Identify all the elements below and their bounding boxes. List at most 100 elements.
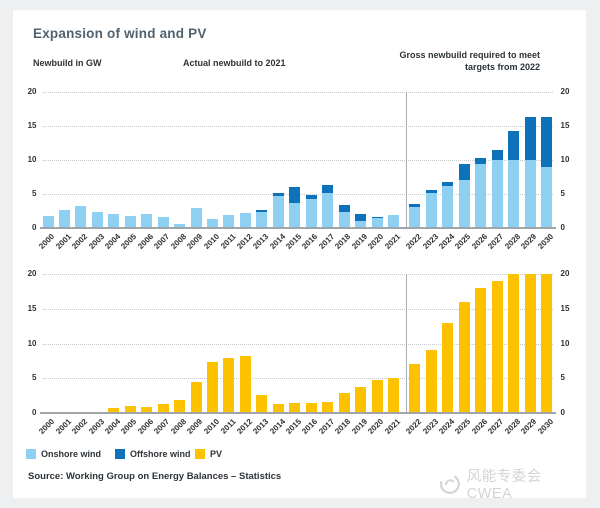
bar-pv-2008 bbox=[174, 399, 186, 413]
x-label-text: 2008 bbox=[169, 232, 188, 251]
x-label-text: 2023 bbox=[420, 232, 440, 251]
y-tick-left-5: 5 bbox=[32, 189, 37, 198]
gridline-20 bbox=[42, 92, 553, 93]
bar-pv-2028 bbox=[508, 274, 520, 413]
bar-onshore-wind-2015 bbox=[289, 202, 301, 228]
bar-offshore-wind-2016 bbox=[305, 194, 317, 199]
y-tick-right-0: 0 bbox=[560, 408, 565, 417]
y-tick-right-0: 0 bbox=[560, 223, 565, 232]
x-label-text: 2024 bbox=[437, 232, 457, 251]
x-label-text: 2010 bbox=[201, 417, 221, 436]
bar-onshore-wind-2018 bbox=[338, 211, 350, 228]
x-label-text: 2005 bbox=[119, 417, 139, 436]
x-label-text: 2019 bbox=[349, 417, 369, 436]
legend-swatch bbox=[195, 449, 205, 459]
bar-offshore-wind-2015 bbox=[289, 187, 301, 203]
bar-offshore-wind-2022 bbox=[409, 203, 421, 207]
x-label-text: 2012 bbox=[234, 232, 254, 251]
x-label-text: 2002 bbox=[70, 232, 90, 251]
y-tick-right-10: 10 bbox=[560, 155, 570, 164]
bar-offshore-wind-2018 bbox=[338, 204, 350, 212]
bar-offshore-wind-2023 bbox=[425, 189, 437, 193]
bar-onshore-wind-2017 bbox=[322, 193, 334, 228]
x-label-text: 2030 bbox=[535, 417, 555, 436]
x-label-text: 2013 bbox=[251, 417, 271, 436]
y-tick-left-5: 5 bbox=[32, 373, 37, 383]
y-tick-left-10: 10 bbox=[27, 155, 37, 164]
legend-label: PV bbox=[210, 449, 223, 459]
bar-pv-2015 bbox=[289, 403, 301, 413]
x-label-text: 2020 bbox=[366, 232, 386, 251]
bar-onshore-wind-2009 bbox=[190, 208, 202, 228]
bar-pv-2022 bbox=[409, 364, 421, 413]
x-label-text: 2015 bbox=[284, 232, 304, 251]
gridline-15 bbox=[42, 308, 553, 310]
bar-offshore-wind-2019 bbox=[355, 214, 367, 221]
bar-offshore-wind-2014 bbox=[272, 192, 284, 197]
x-label-text: 2030 bbox=[535, 232, 555, 251]
x-label-text: 2007 bbox=[152, 417, 172, 436]
bar-pv-2006 bbox=[141, 406, 153, 413]
x-label-text: 2001 bbox=[53, 417, 73, 436]
y-tick-left-20: 20 bbox=[27, 87, 37, 96]
bar-pv-2023 bbox=[425, 350, 437, 413]
bar-onshore-wind-2024 bbox=[442, 185, 454, 228]
legend-item-offshore-wind: Offshore wind bbox=[115, 449, 191, 459]
x-label-text: 2000 bbox=[37, 232, 57, 251]
x-label-text: 2007 bbox=[152, 232, 172, 251]
y-tick-right-5: 5 bbox=[560, 189, 565, 198]
x-label-text: 2003 bbox=[86, 232, 106, 251]
bar-pv-2009 bbox=[190, 382, 202, 413]
x-label-text: 2027 bbox=[486, 232, 506, 251]
x-axis-baseline bbox=[39, 412, 556, 414]
target-period-note: Gross newbuild required to meet targets … bbox=[399, 50, 540, 72]
legend-swatch bbox=[26, 449, 36, 459]
bar-pv-2007 bbox=[157, 403, 169, 413]
x-label-text: 2028 bbox=[503, 417, 522, 436]
y-tick-left-10: 10 bbox=[27, 338, 37, 348]
y-tick-left-0: 0 bbox=[32, 408, 37, 417]
gridline-10 bbox=[42, 160, 553, 161]
y-tick-right-20: 20 bbox=[560, 87, 570, 96]
x-label-text: 2003 bbox=[86, 417, 106, 436]
gridline-20 bbox=[42, 274, 553, 275]
y-tick-left-15: 15 bbox=[27, 303, 37, 313]
bar-onshore-wind-2007 bbox=[157, 217, 169, 228]
actual-period-note: Actual newbuild to 2021 bbox=[183, 58, 286, 68]
wind-newbuild-chart: 0 0 5 5 10 10 15 15 20 20 2000 2001 2002 2003 2004 2005… bbox=[28, 88, 570, 251]
x-label-text: 2026 bbox=[470, 232, 490, 251]
x-label-text: 2025 bbox=[453, 232, 473, 251]
bar-offshore-wind-2025 bbox=[458, 164, 470, 180]
cwea-logo-icon bbox=[439, 473, 460, 494]
bar-onshore-wind-2000 bbox=[42, 216, 54, 228]
legend-item-onshore-wind: Onshore wind bbox=[26, 449, 101, 459]
y-tick-left-20: 20 bbox=[27, 269, 37, 278]
x-label-text: 2008 bbox=[169, 417, 188, 436]
bar-onshore-wind-2003 bbox=[91, 211, 103, 228]
x-label-text: 2016 bbox=[300, 232, 320, 251]
x-label-text: 2009 bbox=[185, 232, 205, 251]
x-label-text: 2004 bbox=[103, 232, 123, 251]
bar-onshore-wind-2029 bbox=[524, 160, 536, 228]
x-label-text: 2014 bbox=[267, 232, 287, 251]
x-label-text: 2014 bbox=[267, 417, 287, 436]
source-note: Source: Working Group on Energy Balances… bbox=[28, 471, 282, 482]
bar-onshore-wind-2001 bbox=[58, 210, 70, 228]
bar-offshore-wind-2028 bbox=[508, 130, 520, 160]
x-label-text: 2018 bbox=[333, 417, 353, 436]
x-label-text: 2017 bbox=[317, 232, 337, 251]
bar-pv-2017 bbox=[322, 401, 334, 413]
bar-pv-2014 bbox=[272, 403, 284, 413]
gridline-10 bbox=[42, 343, 553, 345]
bar-pv-2018 bbox=[338, 392, 350, 413]
bar-pv-2012 bbox=[239, 356, 251, 413]
legend: Onshore wind Offshore wind PV bbox=[13, 449, 586, 463]
bar-pv-2021 bbox=[387, 378, 399, 413]
x-label-text: 2022 bbox=[404, 417, 424, 436]
bar-onshore-wind-2027 bbox=[491, 160, 503, 228]
x-label-text: 2026 bbox=[470, 417, 490, 436]
bar-onshore-wind-2004 bbox=[108, 214, 120, 228]
bar-onshore-wind-2011 bbox=[223, 215, 235, 228]
bar-onshore-wind-2030 bbox=[541, 166, 552, 228]
bar-onshore-wind-2026 bbox=[475, 164, 487, 228]
